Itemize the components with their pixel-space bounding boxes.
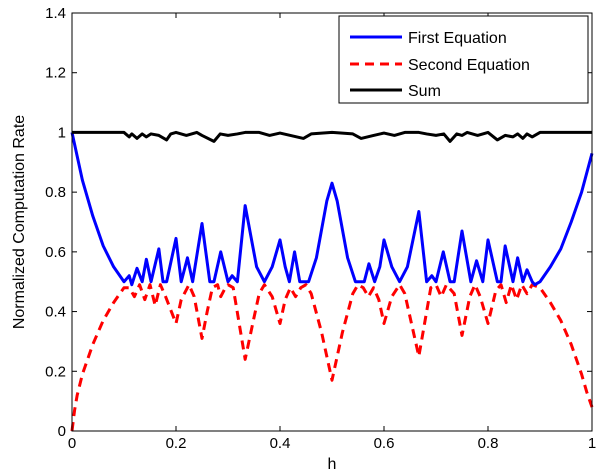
- y-tick-label: 0.4: [45, 304, 66, 321]
- x-axis-title: h: [328, 456, 337, 473]
- legend-label-second-equation: Second Equation: [408, 57, 530, 74]
- y-tick-label: 0.8: [45, 184, 66, 201]
- series-line-second-equation: [70, 283, 594, 432]
- y-tick-label: 1.2: [45, 65, 66, 82]
- x-tick-label: 0: [68, 435, 76, 452]
- series-line-first-equation: [70, 132, 594, 287]
- series-line-sum: [72, 130, 592, 143]
- x-tick-label: 0.2: [166, 435, 187, 452]
- y-tick-label: 1: [58, 124, 66, 141]
- x-tick-label: 0.8: [478, 435, 499, 452]
- legend: First Equation Second Equation Sum: [338, 15, 589, 104]
- y-tick-label: 0.6: [45, 244, 66, 261]
- series-layer: [70, 130, 594, 432]
- tick-layer: 0 0.2 0.4 0.6 0.8 1 0 0.2 0.4 0.6 0.8 1 1.2 1.4: [45, 5, 596, 452]
- plot-frame: [71, 12, 593, 432]
- legend-label-sum: Sum: [408, 83, 441, 100]
- y-tick-label: 1.4: [45, 5, 66, 22]
- y-tick-label: 0: [58, 423, 66, 440]
- y-axis-title: Normalized Computation Rate: [11, 115, 28, 329]
- legend-label-first-equation: First Equation: [408, 30, 507, 47]
- y-tick-label: 0.2: [45, 363, 66, 380]
- x-tick-label: 0.4: [270, 435, 291, 452]
- x-tick-label: 1: [588, 435, 596, 452]
- x-tick-label: 0.6: [374, 435, 395, 452]
